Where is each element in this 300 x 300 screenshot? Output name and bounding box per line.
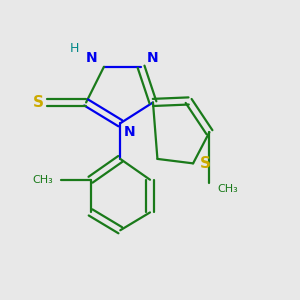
Text: N: N [123, 125, 135, 139]
Text: N: N [86, 51, 98, 65]
Text: S: S [200, 156, 211, 171]
Text: H: H [70, 42, 79, 56]
Text: CH₃: CH₃ [33, 175, 53, 185]
Text: CH₃: CH₃ [217, 184, 238, 194]
Text: S: S [33, 95, 44, 110]
Text: N: N [147, 51, 159, 65]
